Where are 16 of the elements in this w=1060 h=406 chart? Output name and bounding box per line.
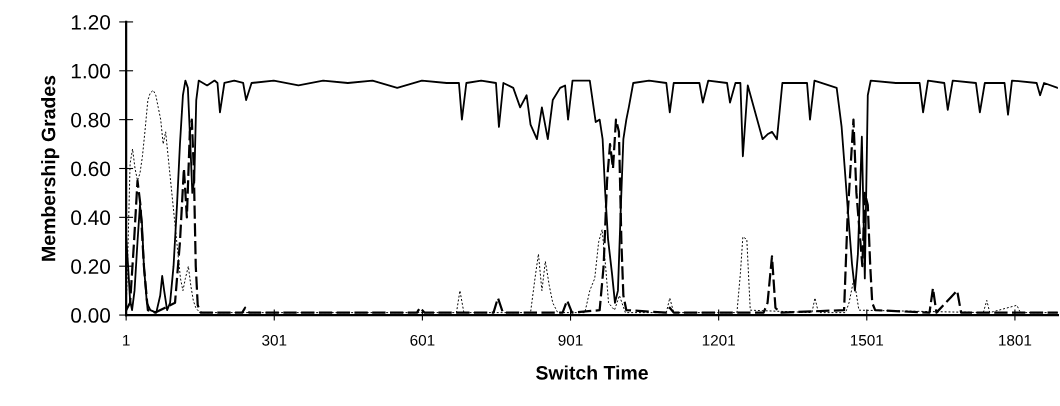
x-tick-label: 901 bbox=[558, 334, 583, 346]
x-tick-label: 301 bbox=[262, 334, 287, 346]
y-tick-label: 0.40 bbox=[71, 210, 111, 226]
y-tick-label: 1.20 bbox=[71, 14, 111, 30]
x-tick-label: 1 bbox=[123, 335, 130, 346]
y-tick-label: 1.00 bbox=[71, 63, 111, 79]
y-tick-label: 0.80 bbox=[71, 112, 111, 128]
x-tick-label: 1201 bbox=[702, 334, 735, 346]
x-tick-label: 1501 bbox=[850, 334, 884, 346]
y-tick-label: 0.20 bbox=[71, 259, 111, 274]
x-tick-label: 1801 bbox=[999, 334, 1032, 346]
y-tick-label: 0.00 bbox=[71, 308, 111, 323]
x-tick-label: 601 bbox=[410, 334, 435, 346]
y-tick-label: 0.60 bbox=[71, 161, 111, 177]
x-axis-title: Switch Time bbox=[536, 365, 648, 380]
y-axis-title: Membership Grades bbox=[41, 75, 60, 261]
